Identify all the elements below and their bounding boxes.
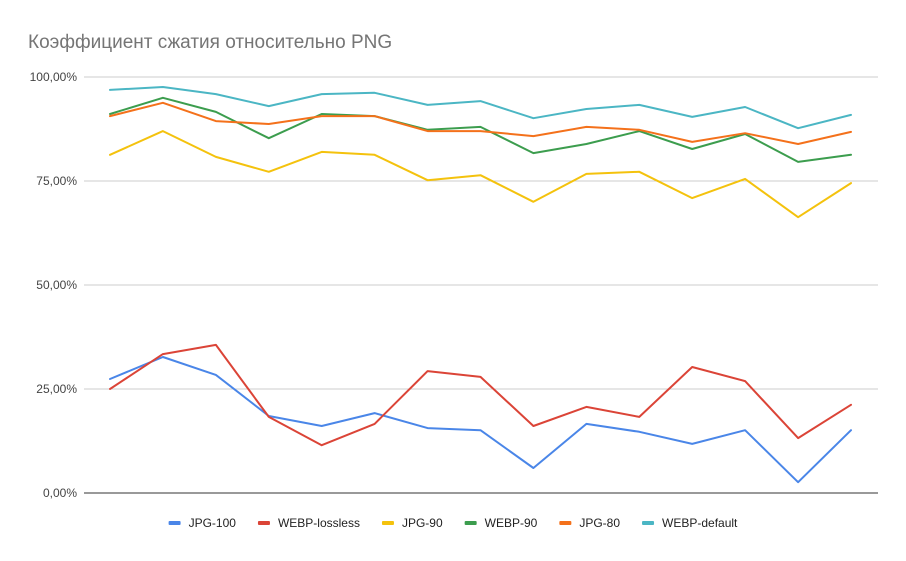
- legend-item-webp-lossless[interactable]: WEBP-lossless: [257, 516, 360, 530]
- series-line-webp-lossless: [109, 343, 852, 447]
- y-tick-label: 0,00%: [43, 486, 77, 500]
- gridlines: [84, 76, 878, 494]
- series-line-webp-90: [109, 96, 852, 163]
- series-line-webp-default: [109, 86, 852, 130]
- legend-swatch: [381, 521, 394, 525]
- legend-swatch: [559, 521, 572, 525]
- series-line-jpg-100: [109, 356, 852, 484]
- y-axis-ticks: 0,00% 25,00% 50,00% 75,00% 100,00%: [30, 70, 78, 500]
- legend-label: WEBP-lossless: [278, 516, 360, 530]
- legend-label: WEBP-default: [662, 516, 738, 530]
- legend-item-jpg-90[interactable]: JPG-90: [381, 516, 443, 530]
- legend-swatch: [642, 521, 655, 525]
- legend-swatch: [257, 521, 270, 525]
- legend-item-jpg-100[interactable]: JPG-100: [168, 516, 237, 530]
- y-tick-label: 50,00%: [36, 278, 77, 292]
- legend-label: JPG-80: [579, 516, 620, 530]
- legend-item-webp-90[interactable]: WEBP-90: [464, 516, 538, 530]
- y-tick-label: 75,00%: [36, 174, 77, 188]
- y-tick-label: 100,00%: [30, 70, 78, 84]
- y-tick-label: 25,00%: [36, 382, 77, 396]
- legend-label: WEBP-90: [485, 516, 538, 530]
- legend-item-jpg-80[interactable]: JPG-80: [559, 516, 620, 530]
- series-line-jpg-90: [109, 130, 852, 219]
- legend-label: JPG-100: [189, 516, 237, 530]
- legend-swatch: [464, 521, 477, 525]
- series-lines: [109, 86, 852, 484]
- legend-label: JPG-90: [402, 516, 443, 530]
- chart-title: Коэффициент сжатия относительно PNG: [28, 32, 392, 53]
- legend-swatch: [168, 521, 181, 525]
- legend: JPG-100 WEBP-lossless JPG-90 WEBP-90 JPG-80 W…: [168, 516, 738, 530]
- series-line-jpg-80: [109, 101, 852, 145]
- legend-item-webp-default[interactable]: WEBP-default: [642, 516, 738, 530]
